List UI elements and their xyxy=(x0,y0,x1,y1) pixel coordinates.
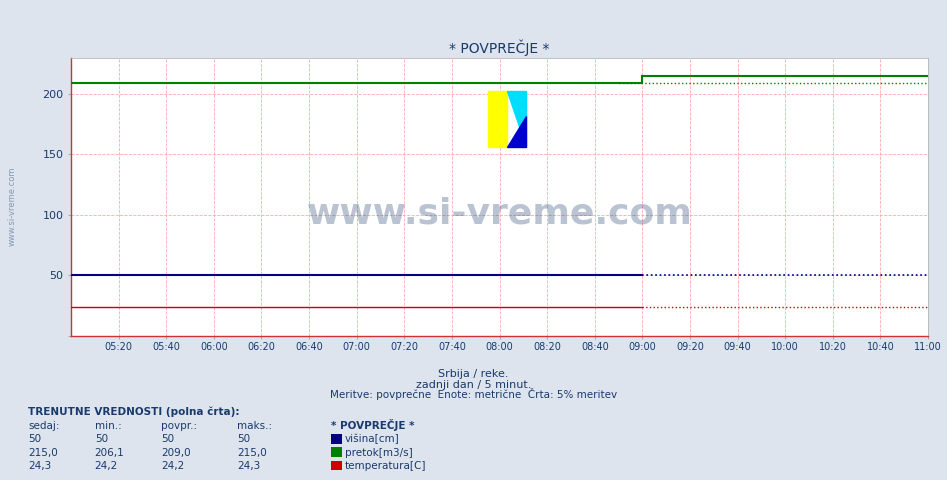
Text: 50: 50 xyxy=(28,434,42,444)
Text: 24,3: 24,3 xyxy=(237,461,260,471)
Bar xyxy=(489,91,508,147)
Text: višina[cm]: višina[cm] xyxy=(345,433,400,444)
Text: 24,2: 24,2 xyxy=(161,461,185,471)
Text: povpr.:: povpr.: xyxy=(161,420,197,431)
Text: 206,1: 206,1 xyxy=(95,447,124,457)
Text: Meritve: povprečne  Enote: metrične  Črta: 5% meritev: Meritve: povprečne Enote: metrične Črta:… xyxy=(330,388,617,400)
Text: 50: 50 xyxy=(237,434,250,444)
Text: www.si-vreme.com: www.si-vreme.com xyxy=(307,196,692,230)
Text: maks.:: maks.: xyxy=(237,420,272,431)
Text: zadnji dan / 5 minut.: zadnji dan / 5 minut. xyxy=(416,380,531,390)
Text: 24,3: 24,3 xyxy=(28,461,52,471)
Text: sedaj:: sedaj: xyxy=(28,420,60,431)
Title: * POVPREČJE *: * POVPREČJE * xyxy=(449,40,550,57)
Text: Srbija / reke.: Srbija / reke. xyxy=(438,369,509,379)
Text: * POVPREČJE *: * POVPREČJE * xyxy=(331,419,415,431)
Text: TRENUTNE VREDNOSTI (polna črta):: TRENUTNE VREDNOSTI (polna črta): xyxy=(28,407,240,417)
Text: 24,2: 24,2 xyxy=(95,461,118,471)
Text: www.si-vreme.com: www.si-vreme.com xyxy=(8,167,17,246)
Text: 50: 50 xyxy=(95,434,108,444)
Text: 215,0: 215,0 xyxy=(28,447,58,457)
Text: temperatura[C]: temperatura[C] xyxy=(345,461,426,471)
Text: 209,0: 209,0 xyxy=(161,447,190,457)
Text: pretok[m3/s]: pretok[m3/s] xyxy=(345,447,413,457)
Text: 215,0: 215,0 xyxy=(237,447,266,457)
Polygon shape xyxy=(508,116,527,147)
Polygon shape xyxy=(508,91,527,147)
Text: 50: 50 xyxy=(161,434,174,444)
Text: min.:: min.: xyxy=(95,420,121,431)
